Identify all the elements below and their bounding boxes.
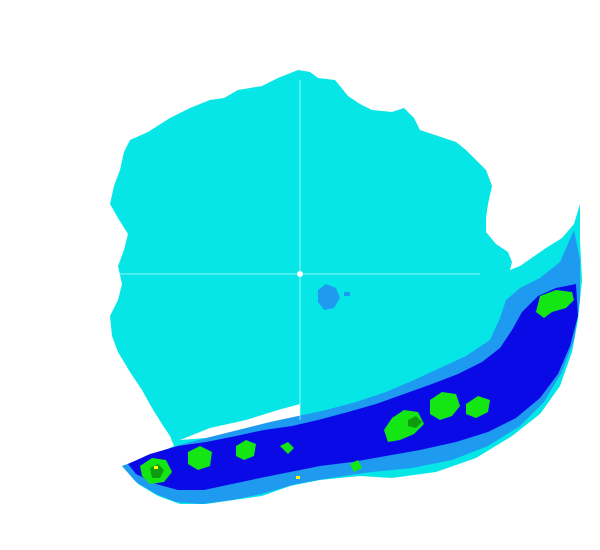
scattered-echo-center (318, 284, 340, 310)
heavy-cell-east (536, 290, 574, 318)
heavy-cell-southeast-2 (466, 396, 490, 418)
intense-cell-2 (296, 476, 300, 479)
radar-center-marker (297, 271, 303, 277)
radar-center (115, 80, 480, 420)
intense-cell-1 (154, 466, 158, 469)
scattered-echo-small (344, 292, 350, 296)
heavy-cell-small-1 (280, 442, 294, 454)
very-heavy-precipitation-cells (150, 416, 422, 478)
heavy-cell-south-3 (188, 446, 212, 470)
very-heavy-cell-2 (150, 464, 164, 478)
precipitation-band-core (128, 284, 578, 490)
heavy-cell-southeast-1 (430, 392, 460, 420)
scattered-echoes (318, 284, 350, 310)
heavy-cell-small-2 (350, 460, 362, 472)
heavy-cell-south-2 (236, 440, 256, 460)
very-heavy-cell-1 (408, 416, 422, 428)
coverage-notch (180, 404, 300, 440)
intense-precipitation-cells (154, 466, 300, 479)
